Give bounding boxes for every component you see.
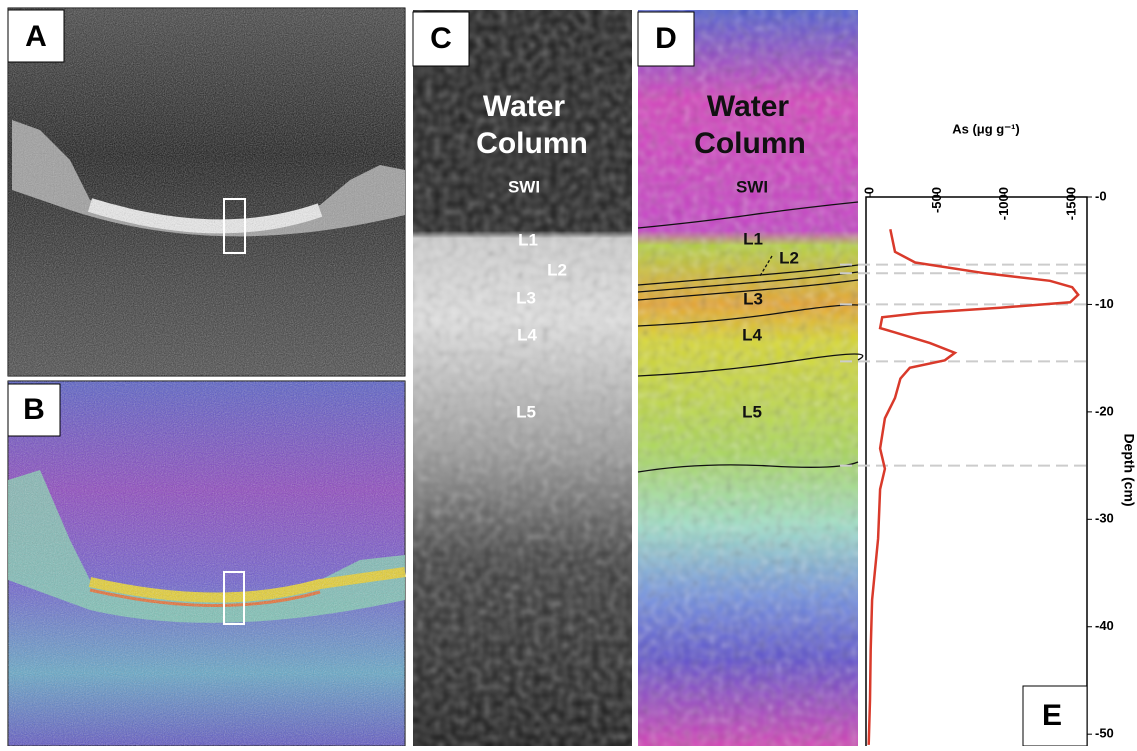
layer-label: L5 (742, 402, 762, 421)
layer-label: L3 (516, 288, 536, 307)
layer-label: L2 (547, 260, 567, 279)
x-tick-label: -1000 (996, 187, 1011, 220)
annotation: Water (483, 90, 566, 123)
annotation: Column (694, 127, 806, 160)
x-tick-label: -500 (929, 187, 944, 213)
y-tick-label: -10 (1095, 296, 1114, 311)
panel-e: As (μg g⁻¹) Depth (cm) 0 -500 -1000 -1500 -0… (840, 121, 1137, 746)
panel-label: D (655, 22, 677, 55)
y-tick-label: -20 (1095, 403, 1114, 418)
figure: A B C Water Column SWI L1 L2 L3 L4 L5 (0, 0, 1137, 746)
x-axis-title: As (μg g⁻¹) (952, 121, 1020, 136)
plot-area (866, 197, 1087, 746)
layer-label: L1 (743, 229, 763, 248)
layer-label: L1 (518, 230, 538, 249)
y-axis-title: Depth (cm) (1121, 433, 1137, 506)
x-tick-label: -1500 (1064, 187, 1079, 220)
y-tick-label: -50 (1095, 726, 1114, 741)
panel-label: A (25, 20, 47, 53)
speckle (8, 8, 405, 376)
y-tick-label: -30 (1095, 511, 1114, 526)
y-tick-label: -40 (1095, 618, 1114, 633)
annotation: SWI (736, 177, 768, 196)
panel-label: E (1042, 699, 1062, 732)
panel-label: B (23, 393, 45, 426)
annotation: Water (707, 90, 790, 123)
layer-label: L5 (516, 402, 536, 421)
panel-d: D Water Column SWI L1 L2 L3 L4 L5 (638, 10, 863, 746)
layer-label: L4 (742, 325, 762, 344)
annotation: SWI (508, 177, 540, 196)
layer-label: L3 (743, 289, 763, 308)
layer-label: L4 (517, 325, 537, 344)
speckle (8, 381, 405, 746)
annotation: Column (476, 127, 588, 160)
x-tick-label: 0 (861, 187, 876, 194)
y-tick-label: -0 (1095, 188, 1107, 203)
panel-a: A (8, 8, 405, 376)
panel-label: C (430, 22, 452, 55)
layer-label: L2 (779, 248, 799, 267)
panel-c: C Water Column SWI L1 L2 L3 L4 L5 (413, 10, 632, 746)
panel-b: B (8, 381, 405, 746)
